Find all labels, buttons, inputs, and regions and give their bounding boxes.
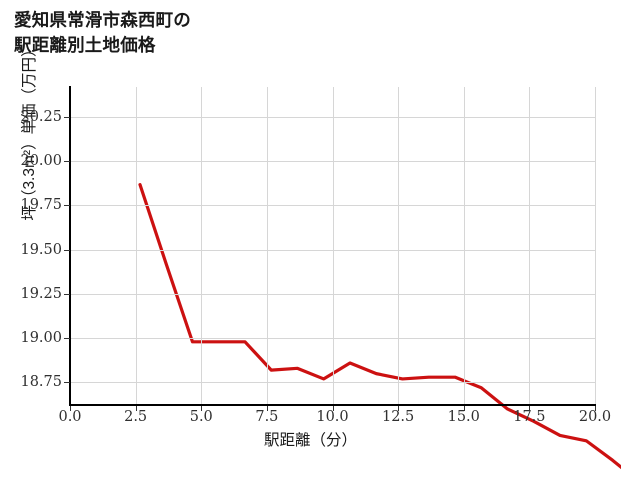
y-axis-tick-label: 19.50	[20, 241, 62, 258]
x-axis-tick-mark	[201, 406, 203, 411]
y-axis-tick-mark	[64, 117, 70, 119]
x-axis-tick-label: 17.5	[513, 409, 546, 425]
x-axis-line	[69, 404, 596, 406]
y-axis-tick-mark	[64, 161, 70, 163]
chart-figure: 愛知県常滑市森西町の 駅距離別土地価格 坪（3.3m²）単価（万円） 駅距離（分…	[14, 10, 621, 470]
x-axis-tick-label: 2.5	[124, 409, 148, 425]
gridline-vertical	[201, 87, 203, 405]
x-axis-tick-mark	[332, 406, 334, 411]
y-axis-tick-mark	[64, 205, 70, 207]
x-axis-tick-label: 15.0	[447, 409, 480, 425]
y-axis-tick-mark	[64, 293, 70, 295]
gridline-vertical	[398, 87, 400, 405]
y-axis-tick-label: 19.75	[20, 197, 62, 214]
x-axis-tick-mark	[398, 406, 400, 411]
x-axis-tick-mark	[266, 406, 268, 411]
x-axis-tick-label: 20.0	[578, 409, 612, 425]
gridline-vertical	[463, 87, 465, 405]
y-axis-line	[69, 86, 71, 406]
gridline-vertical	[266, 87, 268, 405]
x-axis-tick-label: 7.5	[255, 409, 279, 425]
y-axis-tick-mark	[64, 249, 70, 251]
y-axis-tick-label: 18.75	[20, 374, 62, 391]
plot-area	[70, 87, 621, 470]
x-axis-tick-label: 12.5	[381, 409, 415, 425]
x-axis-tick-label: 5.0	[189, 409, 213, 425]
y-axis-tick-mark	[64, 382, 70, 384]
gridline-vertical	[595, 87, 596, 405]
chart-title: 愛知県常滑市森西町の 駅距離別土地価格	[14, 10, 191, 56]
y-axis-tick-label: 20.25	[20, 109, 62, 126]
y-axis-tick-label: 19.00	[20, 329, 62, 346]
x-axis-tick-label: 0.0	[58, 409, 82, 425]
x-axis-tick-mark	[70, 406, 71, 411]
line-series-坪単価	[138, 183, 621, 470]
gridline-vertical	[529, 87, 531, 405]
gridline-vertical	[332, 87, 334, 405]
x-axis-tick-mark	[529, 406, 531, 411]
x-axis-tick-mark	[595, 406, 596, 411]
x-axis-label: 駅距離（分）	[263, 432, 357, 449]
x-axis-tick-mark	[135, 406, 137, 411]
y-axis-tick-label: 19.25	[20, 285, 62, 302]
x-axis-tick-label: 10.0	[316, 409, 349, 425]
y-axis-tick-label: 20.00	[20, 153, 62, 170]
y-axis-label: 坪（3.3m²）単価（万円）	[21, 41, 38, 221]
y-axis-tick-mark	[64, 337, 70, 339]
gridline-vertical	[135, 87, 137, 405]
x-axis-tick-mark	[463, 406, 465, 411]
